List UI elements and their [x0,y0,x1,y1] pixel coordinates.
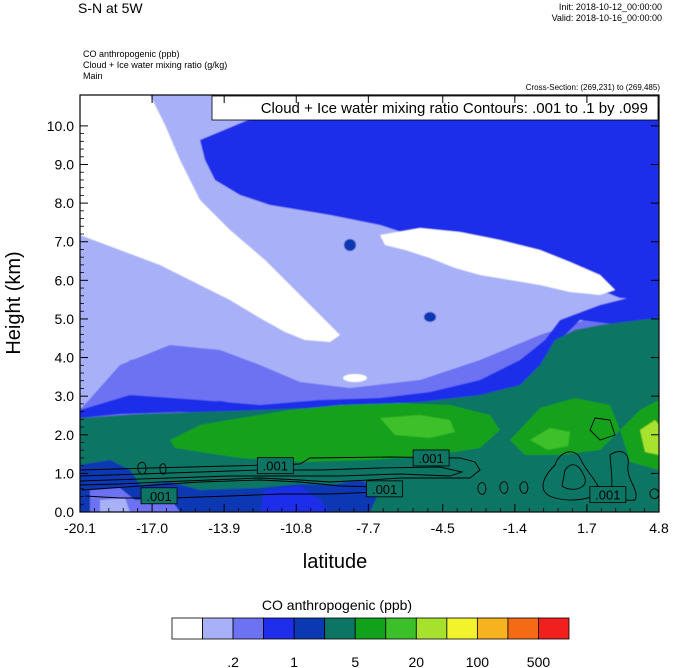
colorbar-label: 500 [527,654,551,668]
contour-labels: .001 .001 .001 .001 .001 [140,449,627,505]
colorbar-swatch [476,617,509,640]
y-tick-label: 4.0 [55,350,75,366]
colorbar [171,617,570,640]
y-axis: 0.0 1.0 2.0 3.0 4.0 5.0 6.0 7.0 8.0 9.0 10.0 [47,118,659,520]
contour-label-box [589,486,627,504]
y-tick-label: 9.0 [55,157,75,173]
x-tick-label: -10.8 [280,520,312,536]
x-tick-label: -4.5 [431,520,455,536]
colorbar-label: 1 [290,654,298,668]
colorbar-swatch [385,617,417,640]
colorbar-label: 5 [351,654,359,668]
y-tick-label: 1.0 [55,465,75,481]
colorbar-swatch [507,617,539,640]
contour-label-box [366,480,404,498]
x-axis-label: latitude [303,551,368,573]
colorbar-swatch [446,617,478,640]
colorbar-swatch [324,617,356,640]
contour-label: .001 [595,488,620,503]
cross-section-label: Cross-Section: (269,231) to (269,485) [525,83,660,92]
contour-title-box [211,95,659,121]
y-tick-label: 10.0 [47,118,74,134]
colorbar-swatch [171,617,203,640]
y-tick-label: 7.0 [55,234,75,250]
field-info: CO anthropogenic (ppb) Cloud + Ice water… [83,49,227,82]
colorbar-label: .2 [227,654,239,668]
colorbar-swatch [232,617,265,640]
x-tick-label: -13.9 [208,520,240,536]
contour-label: .001 [263,459,288,474]
field-name-co: CO anthropogenic (ppb) [83,49,180,59]
x-tick-label: -20.1 [64,520,96,536]
y-tick-label: 8.0 [55,195,75,211]
x-tick-label: -7.7 [356,520,380,536]
contour-label-box [140,487,178,505]
colorbar-labels: .2 1 5 20 100 500 [227,654,550,668]
contour-label: .001 [418,451,443,466]
colorbar-swatch [354,617,387,640]
filled-contours [80,95,659,512]
plot-title: S-N at 5W [78,0,143,16]
x-axis: -20.1 -17.0 -13.9 -10.8 -7.7 -4.5 -1.4 1.7 4.8 [64,95,669,536]
time-info: Init: 2018-10-12_00:00:00 Valid: 2018-10… [552,2,662,24]
colorbar-swatch [293,617,326,640]
colorbar-swatch [415,617,448,640]
contour-label: .001 [372,482,397,497]
colorbar-swatch [263,617,295,640]
valid-time: Valid: 2018-10-16_00:00:00 [551,13,662,23]
run-name: Main [83,71,103,81]
contour-label-box [412,449,450,467]
x-tick-label: 4.8 [649,520,669,536]
colorbar-swatch [538,617,570,640]
x-tick-label: -17.0 [136,520,168,536]
y-tick-label: 0.0 [55,504,75,520]
colorbar-title: CO anthropogenic (ppb) [261,597,413,613]
x-tick-label: 1.7 [577,520,597,536]
contour-label: .001 [146,489,171,504]
colorbar-label: 20 [409,654,425,668]
init-time: Init: 2018-10-12_00:00:00 [558,2,662,12]
y-axis-label: Height (km) [3,251,25,354]
y-tick-label: 5.0 [55,311,75,327]
field-name-cloud: Cloud + Ice water mixing ratio (g/kg) [83,60,228,70]
y-tick-label: 2.0 [55,427,75,443]
colorbar-swatch [202,617,234,640]
contour-title: Cloud + Ice water mixing ratio Contours:… [261,100,648,117]
y-tick-label: 3.0 [55,388,75,404]
contour-label-box [256,457,294,475]
x-tick-label: -1.4 [503,520,527,536]
colorbar-label: 100 [466,654,490,668]
y-tick-label: 6.0 [55,272,75,288]
